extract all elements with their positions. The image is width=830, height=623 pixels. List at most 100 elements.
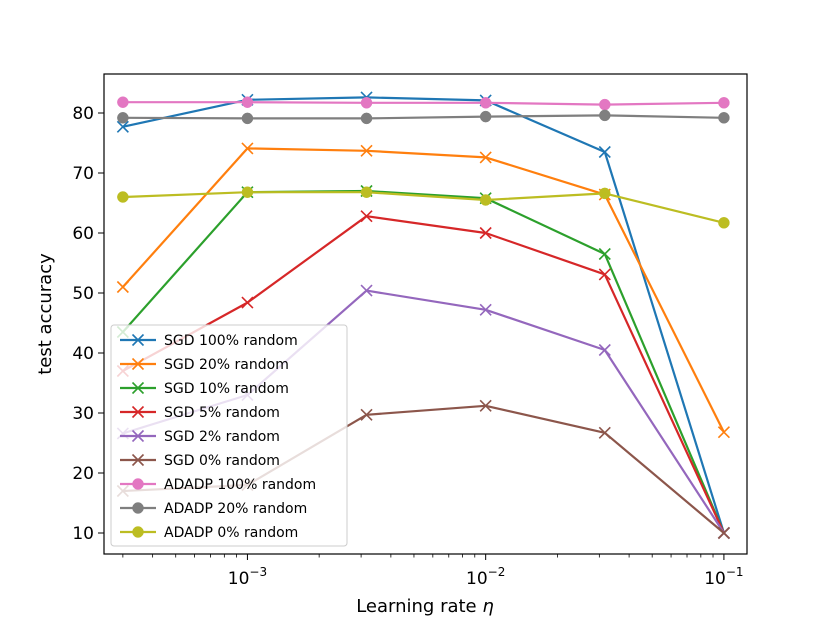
x-axis-label-text: Learning rate xyxy=(356,596,482,617)
legend-label: ADADP 100% random xyxy=(164,477,316,493)
y-tick-label: 30 xyxy=(72,404,94,424)
data-point xyxy=(117,96,129,108)
y-tick-label: 80 xyxy=(72,104,94,124)
legend-marker xyxy=(132,526,144,538)
legend-item: ADADP 20% random xyxy=(120,501,307,517)
y-tick-label: 10 xyxy=(72,524,94,544)
data-point xyxy=(717,526,730,540)
series-6 xyxy=(117,96,730,111)
data-point xyxy=(360,144,373,157)
x-tick-label: 10−2 xyxy=(466,565,505,589)
data-point xyxy=(116,280,129,294)
legend-label: SGD 20% random xyxy=(164,357,289,373)
x-tick-label-exponent: −2 xyxy=(488,565,506,579)
x-tick-label-exponent: −3 xyxy=(249,565,267,579)
data-point xyxy=(479,194,492,206)
data-point xyxy=(479,151,492,164)
x-axis-label-symbol: η xyxy=(482,596,493,617)
legend-item: SGD 5% random xyxy=(120,405,280,421)
legend-item: ADADP 100% random xyxy=(120,477,316,493)
legend-label: ADADP 20% random xyxy=(164,501,307,517)
data-point xyxy=(717,426,730,439)
data-point xyxy=(241,186,254,198)
data-point xyxy=(479,110,492,123)
series-line xyxy=(122,114,724,120)
data-point xyxy=(360,186,373,198)
data-point xyxy=(360,97,373,109)
data-point xyxy=(479,226,492,240)
y-tick-label: 60 xyxy=(72,224,94,244)
data-point xyxy=(360,408,373,421)
y-tick-label: 20 xyxy=(72,464,94,484)
data-point xyxy=(598,145,611,159)
data-point xyxy=(599,187,611,200)
data-point xyxy=(117,191,129,203)
series-line xyxy=(122,189,725,534)
legend-marker xyxy=(131,381,145,395)
x-axis-label: Learning rate η xyxy=(356,596,494,617)
data-point xyxy=(360,112,373,125)
legend-label: SGD 10% random xyxy=(164,381,289,397)
data-point xyxy=(718,217,730,229)
series-line xyxy=(122,215,725,534)
legend-label: SGD 100% random xyxy=(164,333,298,349)
data-point xyxy=(360,210,373,223)
legend-marker xyxy=(132,502,144,514)
legend-label: SGD 2% random xyxy=(164,429,280,445)
legend-item: SGD 0% random xyxy=(120,453,280,469)
legend-label: ADADP 0% random xyxy=(164,525,298,541)
data-point xyxy=(599,98,611,111)
legend-label: SGD 5% random xyxy=(164,405,280,421)
series-8 xyxy=(117,186,730,229)
data-point xyxy=(360,284,373,297)
legend-item: SGD 10% random xyxy=(120,381,289,397)
x-tick-label: 10−3 xyxy=(228,565,267,589)
series-1 xyxy=(116,142,730,439)
data-point xyxy=(479,399,492,412)
data-point xyxy=(241,96,254,108)
y-tick-label: 70 xyxy=(72,164,94,184)
series-7 xyxy=(117,109,730,125)
y-tick-label: 40 xyxy=(72,344,94,364)
legend-item: ADADP 0% random xyxy=(120,525,298,541)
data-point xyxy=(241,142,254,155)
data-point xyxy=(718,112,730,124)
legend-marker xyxy=(131,405,145,419)
legend-item: SGD 2% random xyxy=(120,429,280,445)
data-point xyxy=(479,303,492,316)
data-point xyxy=(598,343,611,357)
x-tick-label: 10−1 xyxy=(704,565,743,589)
y-axis: 10 20 30 40 50 60 70 80 xyxy=(72,104,104,544)
data-point xyxy=(598,268,611,281)
data-point xyxy=(599,109,611,122)
x-tick-label-base: 10 xyxy=(228,569,250,589)
x-tick-label-base: 10 xyxy=(704,569,726,589)
data-point xyxy=(598,426,611,439)
legend-marker xyxy=(131,333,145,347)
data-point xyxy=(116,120,129,133)
series-line xyxy=(122,191,725,224)
legend: SGD 100% random SGD 20% random SGD 10% ran… xyxy=(110,324,348,547)
legend-box xyxy=(110,324,348,547)
x-tick-label-exponent: −1 xyxy=(726,565,744,579)
legend-label: SGD 0% random xyxy=(164,453,280,469)
data-point xyxy=(117,112,129,124)
legend-marker xyxy=(131,453,145,467)
x-tick-label-base: 10 xyxy=(466,569,488,589)
data-point xyxy=(718,97,730,109)
data-point xyxy=(479,97,492,109)
y-axis-label: test accuracy xyxy=(35,253,56,375)
series-line xyxy=(122,101,724,106)
legend-marker xyxy=(131,357,145,371)
series-line xyxy=(122,147,725,433)
y-tick-label: 50 xyxy=(72,284,94,304)
data-point xyxy=(241,296,254,309)
legend-item: SGD 20% random xyxy=(120,357,289,373)
legend-marker xyxy=(131,429,145,443)
data-point xyxy=(598,247,611,261)
legend-item: SGD 100% random xyxy=(120,333,298,349)
data-point xyxy=(241,112,254,125)
plot-frame xyxy=(103,73,748,555)
series-line xyxy=(122,96,725,534)
